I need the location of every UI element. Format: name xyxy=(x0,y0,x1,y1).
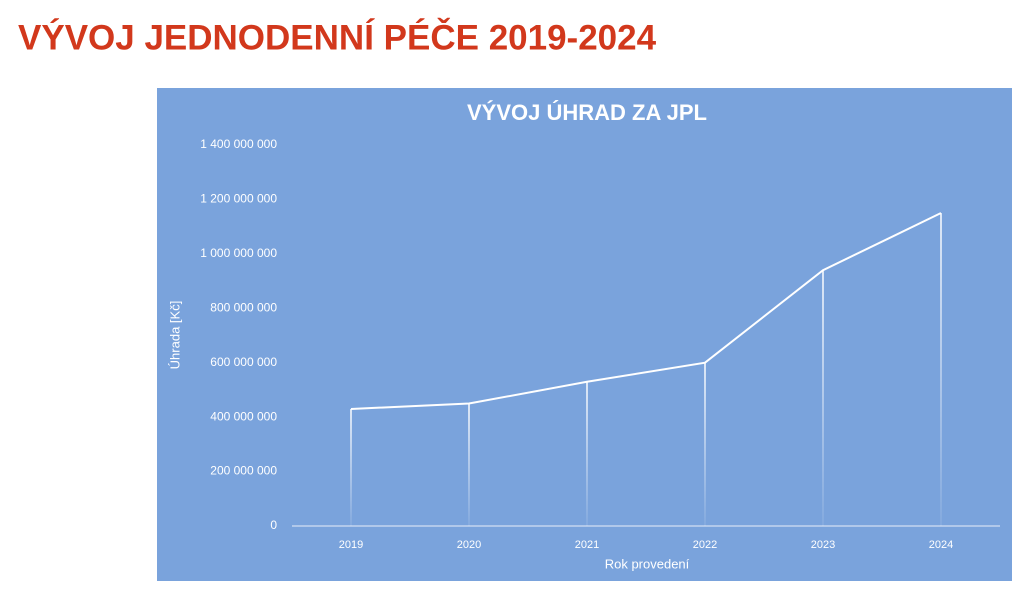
x-tick-label: 2024 xyxy=(929,539,953,551)
x-tick-label: 2023 xyxy=(811,539,835,551)
y-tick-label: 400 000 000 xyxy=(210,409,277,423)
drop-line xyxy=(586,381,588,526)
x-tick-label: 2021 xyxy=(575,539,599,551)
y-tick-label: 1 000 000 000 xyxy=(200,246,277,260)
drop-line xyxy=(350,408,352,526)
x-tick-label: 2022 xyxy=(693,539,717,551)
drop-line xyxy=(704,362,706,526)
y-tick-label: 800 000 000 xyxy=(210,300,277,314)
drop-line xyxy=(822,270,824,526)
y-tick-label: 600 000 000 xyxy=(210,355,277,369)
drop-line xyxy=(940,213,942,527)
y-tick-label: 200 000 000 xyxy=(210,464,277,478)
y-axis-label: Úhrada [Kč] xyxy=(167,301,182,370)
line-series xyxy=(350,212,942,410)
drop-line xyxy=(468,403,470,526)
chart-area xyxy=(157,88,1012,581)
x-tick-label: 2019 xyxy=(339,539,363,551)
y-tick-label: 1 400 000 000 xyxy=(200,137,277,151)
chart-title: VÝVOJ ÚHRAD ZA JPL xyxy=(467,100,707,125)
page-title: VÝVOJ JEDNODENNÍ PÉČE 2019-2024 xyxy=(18,17,657,57)
y-tick-label: 0 xyxy=(270,518,277,532)
x-axis-label: Rok provedení xyxy=(605,556,690,571)
x-tick-label: 2020 xyxy=(457,539,481,551)
y-tick-label: 1 200 000 000 xyxy=(200,192,277,206)
